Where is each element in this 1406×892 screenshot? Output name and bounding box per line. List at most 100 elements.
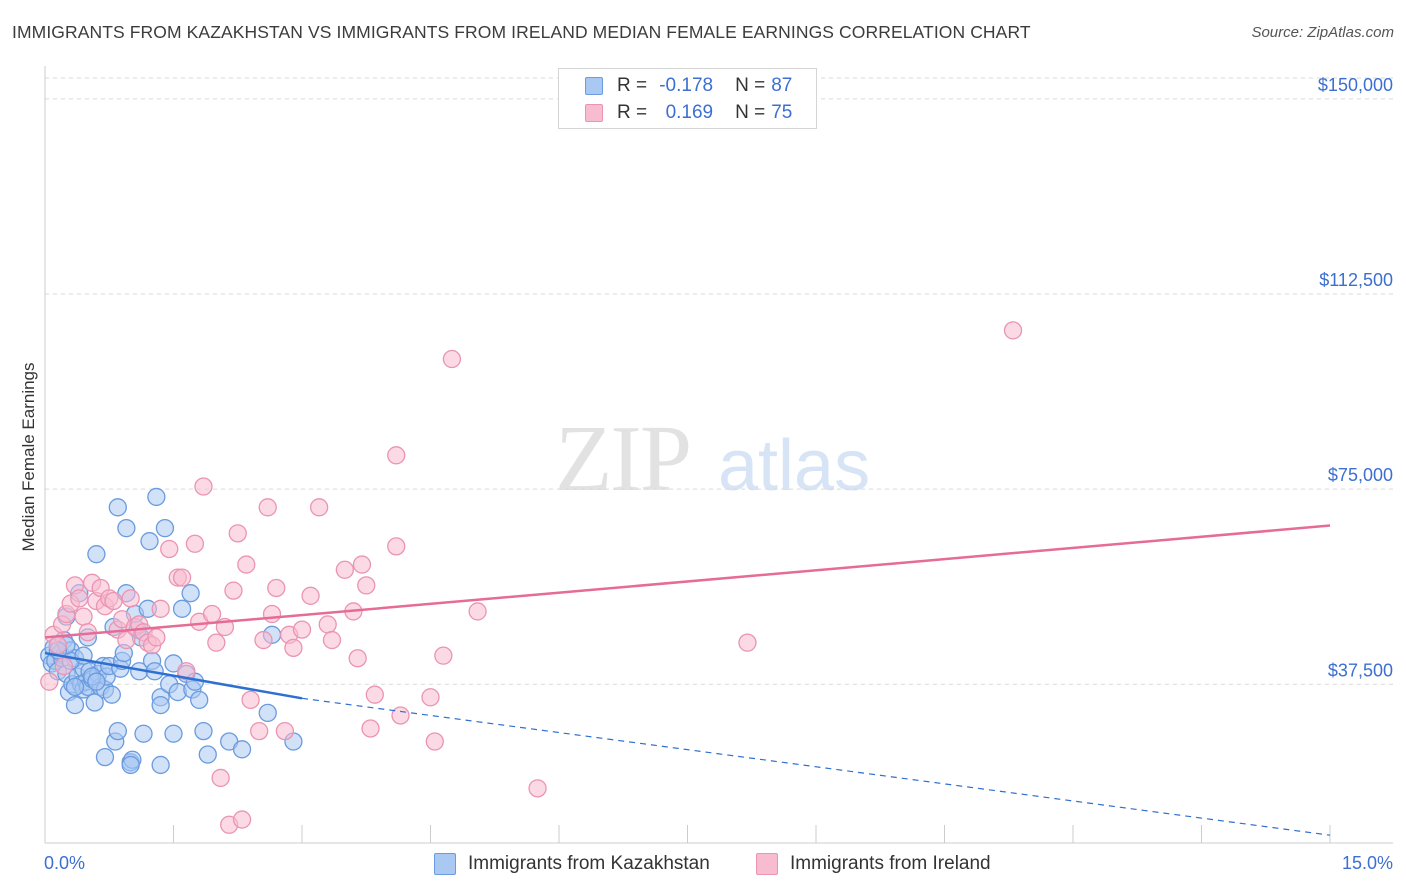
- ireland-point: [387, 446, 406, 465]
- ireland-point: [361, 719, 380, 738]
- ireland-point: [258, 498, 277, 517]
- kazakhstan-point: [198, 745, 217, 764]
- watermark: ZIP atlas: [555, 407, 870, 511]
- chart-title: IMMIGRANTS FROM KAZAKHSTAN VS IMMIGRANTS…: [12, 22, 1031, 42]
- legend-row-ireland: R = 0.169 N = 75: [585, 101, 792, 125]
- ireland-point: [48, 636, 67, 655]
- kazakhstan-legend-label: Immigrants from Kazakhstan: [468, 853, 710, 874]
- ireland-point: [70, 589, 89, 608]
- r-label: R =: [617, 102, 648, 123]
- axes: [44, 66, 1393, 844]
- ireland-points: [40, 321, 1023, 834]
- ireland-point: [40, 672, 59, 691]
- kazakhstan-point: [134, 724, 153, 743]
- ireland-point: [292, 620, 312, 639]
- kazakhstan-point: [65, 695, 85, 715]
- ireland-legend-label: Immigrants from Ireland: [790, 853, 991, 874]
- ireland-n-value: 75: [771, 102, 793, 123]
- kazakhstan-point: [164, 724, 183, 743]
- ireland-point: [421, 688, 440, 707]
- y-tick-label: $112,500: [1319, 270, 1393, 290]
- kazakhstan-point: [108, 498, 127, 517]
- kazakhstan-point: [155, 519, 175, 538]
- y-tick-label: $75,000: [1328, 465, 1393, 485]
- ireland-point: [237, 555, 256, 574]
- kazakhstan-legend-swatch: [434, 853, 456, 875]
- trend-lines: [44, 524, 1331, 836]
- ireland-point: [160, 539, 179, 559]
- kazakhstan-swatch: [585, 77, 603, 95]
- legend-row-kazakhstan: R = -0.178 N = 87: [585, 74, 792, 98]
- y-tick-labels: $37,500 $75,000 $112,500 $150,000: [1318, 75, 1393, 680]
- ireland-point: [177, 662, 196, 681]
- ireland-point: [284, 638, 303, 657]
- n-label: N =: [735, 102, 766, 123]
- kazakhstan-point: [190, 690, 209, 710]
- gridlines: [45, 77, 1393, 685]
- ireland-point: [391, 706, 410, 725]
- kazakhstan-point: [95, 747, 115, 767]
- y-tick-label: $150,000: [1318, 75, 1393, 95]
- kazakhstan-point: [121, 755, 140, 775]
- ireland-point: [262, 604, 282, 624]
- x-tick-label-min: 0.0%: [44, 853, 85, 873]
- ireland-point: [241, 690, 260, 710]
- ireland-point: [224, 581, 243, 600]
- kazakhstan-point: [151, 695, 170, 715]
- ireland-point: [74, 607, 93, 626]
- ireland-swatch: [585, 104, 603, 122]
- watermark-atlas: atlas: [718, 426, 870, 506]
- kazakhstan-point: [258, 703, 277, 723]
- ireland-trend-line: [44, 524, 1331, 639]
- ireland-point: [232, 810, 252, 829]
- kazakhstan-point: [65, 677, 85, 697]
- ireland-point: [228, 524, 247, 543]
- y-axis-title: Median Female Earnings: [19, 363, 38, 552]
- ireland-point: [352, 555, 372, 574]
- ireland-point: [528, 779, 547, 798]
- kazakhstan-point: [151, 755, 170, 775]
- kazakhstan-point: [87, 672, 106, 691]
- ireland-point: [202, 604, 222, 624]
- ireland-point: [1003, 321, 1023, 340]
- ireland-point: [194, 477, 213, 496]
- ireland-point: [151, 599, 170, 618]
- ireland-r-value: 0.169: [665, 102, 714, 123]
- kazakhstan-point: [87, 545, 106, 564]
- ireland-point: [309, 498, 329, 517]
- source-label: Source: ZipAtlas.com: [1251, 24, 1394, 41]
- ireland-point: [301, 586, 320, 605]
- legend-item-ireland[interactable]: Immigrants from Ireland: [756, 851, 991, 877]
- ireland-point: [121, 589, 140, 608]
- watermark-zip: ZIP: [555, 407, 690, 511]
- ireland-point: [738, 633, 757, 652]
- kazakhstan-point: [85, 693, 104, 712]
- kazakhstan-point: [232, 740, 252, 759]
- ireland-point: [335, 560, 354, 579]
- kazakhstan-n-value: 87: [771, 75, 793, 96]
- kazakhstan-point: [108, 721, 127, 741]
- kazakhstan-point: [140, 532, 159, 551]
- ireland-point: [172, 568, 192, 587]
- ireland-point: [387, 537, 406, 556]
- ireland-point: [211, 768, 230, 788]
- ireland-point: [365, 685, 384, 704]
- ireland-point: [147, 628, 166, 647]
- ireland-point: [185, 534, 205, 553]
- ireland-point: [318, 615, 337, 634]
- kazakhstan-point: [194, 721, 213, 741]
- kazakhstan-point: [181, 584, 200, 603]
- kazakhstan-point: [117, 519, 136, 538]
- ireland-point: [434, 646, 453, 665]
- legend-item-kazakhstan[interactable]: Immigrants from Kazakhstan: [434, 851, 710, 877]
- ireland-point: [357, 576, 376, 595]
- r-label: R =: [617, 75, 648, 96]
- ireland-point: [250, 721, 269, 741]
- ireland-point: [348, 649, 367, 668]
- kazakhstan-points: [40, 487, 303, 775]
- ireland-point: [322, 630, 342, 650]
- kazakhstan-point: [102, 685, 121, 704]
- ireland-legend-swatch: [756, 853, 778, 875]
- ireland-point: [267, 578, 286, 598]
